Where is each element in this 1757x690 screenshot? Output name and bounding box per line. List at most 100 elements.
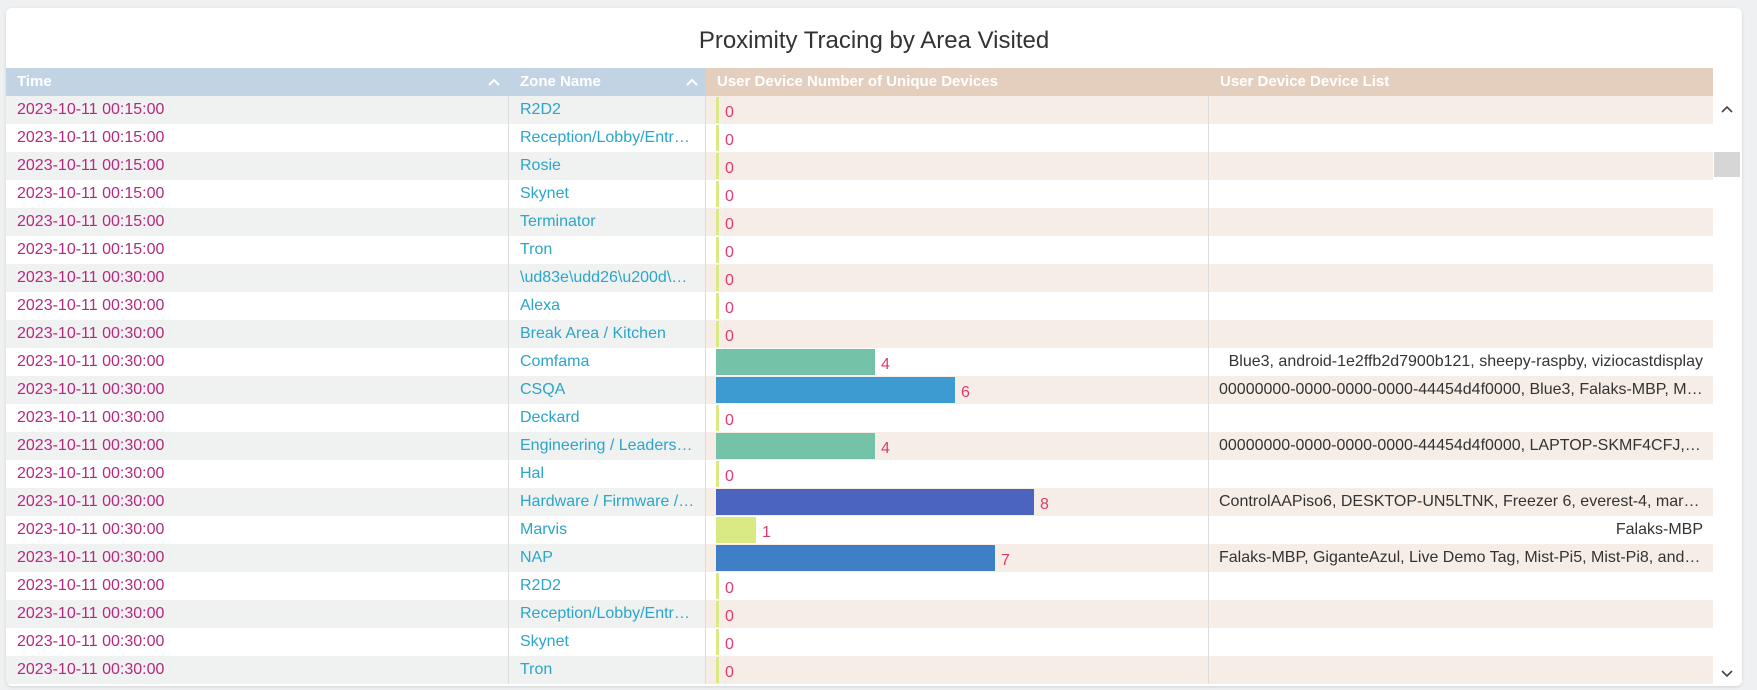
table-row[interactable]: 2023-10-11 00:15:00 Reception/Lobby/Entr……: [6, 124, 1713, 152]
zone-name-link[interactable]: \ud83e\udd26\u200d\…: [509, 264, 706, 292]
zone-name-link[interactable]: Skynet: [509, 180, 706, 208]
table-row[interactable]: 2023-10-11 00:30:00 Skynet 0: [6, 628, 1713, 656]
unique-devices-bar: [716, 377, 955, 403]
device-list-cell: [1209, 180, 1713, 208]
table-row[interactable]: 2023-10-11 00:30:00 Tron 0: [6, 656, 1713, 684]
unique-devices-value: 0: [725, 664, 734, 681]
unique-devices-cell: 6: [706, 376, 1209, 404]
table-row[interactable]: 2023-10-11 00:30:00 CSQA 6 00000000-0000-00…: [6, 376, 1713, 404]
zone-name-link[interactable]: NAP: [509, 544, 706, 572]
unique-devices-cell: 0: [706, 656, 1209, 684]
unique-devices-bar: [716, 125, 719, 151]
unique-devices-bar: [716, 657, 719, 683]
scroll-thumb[interactable]: [1714, 152, 1740, 177]
unique-devices-value: 0: [725, 272, 734, 289]
column-header-zone-name[interactable]: Zone Name: [509, 68, 706, 96]
unique-devices-value: 0: [725, 104, 734, 121]
unique-devices-value: 0: [725, 412, 734, 429]
zone-name-link[interactable]: Tron: [509, 656, 706, 684]
zone-name-link[interactable]: Comfama: [509, 348, 706, 376]
unique-devices-value: 7: [1001, 552, 1010, 569]
column-header-device-list[interactable]: User Device Device List: [1209, 68, 1713, 96]
unique-devices-value: 0: [725, 216, 734, 233]
unique-devices-cell: 0: [706, 572, 1209, 600]
column-header-device-list-label: User Device Device List: [1220, 73, 1390, 90]
zone-name-link[interactable]: Skynet: [509, 628, 706, 656]
table-row[interactable]: 2023-10-11 00:30:00 Comfama 4 Blue3, androi…: [6, 348, 1713, 376]
device-list-cell: [1209, 152, 1713, 180]
scroll-up-icon[interactable]: [1720, 103, 1734, 117]
column-header-zone-name-label: Zone Name: [520, 73, 601, 90]
unique-devices-bar: [716, 265, 719, 291]
unique-devices-cell: 0: [706, 96, 1209, 124]
table-row[interactable]: 2023-10-11 00:30:00 Alexa 0: [6, 292, 1713, 320]
zone-name-link[interactable]: CSQA: [509, 376, 706, 404]
table-row[interactable]: 2023-10-11 00:30:00 Reception/Lobby/Entr……: [6, 600, 1713, 628]
scroll-down-icon[interactable]: [1720, 666, 1734, 680]
table-row[interactable]: 2023-10-11 00:15:00 Terminator 0: [6, 208, 1713, 236]
unique-devices-cell: 0: [706, 404, 1209, 432]
table-row[interactable]: 2023-10-11 00:15:00 Skynet 0: [6, 180, 1713, 208]
table-row[interactable]: 2023-10-11 00:30:00 R2D2 0: [6, 572, 1713, 600]
table-row[interactable]: 2023-10-11 00:30:00 Hal 0: [6, 460, 1713, 488]
device-list-cell: Falaks-MBP, GiganteAzul, Live Demo Tag, …: [1209, 544, 1713, 572]
column-header-unique-devices[interactable]: User Device Number of Unique Devices: [706, 68, 1209, 96]
zone-name-link[interactable]: Reception/Lobby/Entr…: [509, 600, 706, 628]
zone-name-link[interactable]: Rosie: [509, 152, 706, 180]
unique-devices-bar: [716, 629, 719, 655]
time-cell: 2023-10-11 00:15:00: [6, 152, 509, 180]
unique-devices-cell: 4: [706, 348, 1209, 376]
time-cell: 2023-10-11 00:15:00: [6, 124, 509, 152]
column-header-time[interactable]: Time: [6, 68, 509, 96]
sort-ascending-icon[interactable]: [486, 74, 502, 90]
unique-devices-bar: [716, 181, 719, 207]
time-cell: 2023-10-11 00:30:00: [6, 320, 509, 348]
unique-devices-value: 0: [725, 132, 734, 149]
table-row[interactable]: 2023-10-11 00:30:00 Hardware / Firmware /…: [6, 488, 1713, 516]
time-cell: 2023-10-11 00:30:00: [6, 264, 509, 292]
time-cell: 2023-10-11 00:15:00: [6, 236, 509, 264]
zone-name-link[interactable]: Engineering / Leaders…: [509, 432, 706, 460]
time-cell: 2023-10-11 00:30:00: [6, 404, 509, 432]
table-body[interactable]: 2023-10-11 00:15:00 R2D2 0 2023-10-11 00:15…: [6, 96, 1713, 686]
table-row[interactable]: 2023-10-11 00:30:00 Marvis 1 Falaks-MBP: [6, 516, 1713, 544]
sort-ascending-icon[interactable]: [684, 74, 700, 90]
time-cell: 2023-10-11 00:30:00: [6, 488, 509, 516]
zone-name-link[interactable]: Terminator: [509, 208, 706, 236]
unique-devices-cell: 0: [706, 208, 1209, 236]
device-list-cell: [1209, 264, 1713, 292]
zone-name-link[interactable]: Hal: [509, 460, 706, 488]
device-list-cell: [1209, 96, 1713, 124]
unique-devices-cell: 0: [706, 292, 1209, 320]
zone-name-link[interactable]: Tron: [509, 236, 706, 264]
zone-name-link[interactable]: R2D2: [509, 572, 706, 600]
table-row[interactable]: 2023-10-11 00:15:00 Rosie 0: [6, 152, 1713, 180]
unique-devices-bar: [716, 573, 719, 599]
table-row[interactable]: 2023-10-11 00:30:00 \ud83e\udd26\u200d\… 0: [6, 264, 1713, 292]
zone-name-link[interactable]: Alexa: [509, 292, 706, 320]
vertical-scrollbar[interactable]: [1713, 96, 1742, 686]
device-list-cell: [1209, 600, 1713, 628]
zone-name-link[interactable]: Break Area / Kitchen: [509, 320, 706, 348]
zone-name-link[interactable]: Marvis: [509, 516, 706, 544]
unique-devices-cell: 1: [706, 516, 1209, 544]
table-row[interactable]: 2023-10-11 00:30:00 NAP 7 Falaks-MBP, Gigan…: [6, 544, 1713, 572]
unique-devices-value: 0: [725, 188, 734, 205]
table-row[interactable]: 2023-10-11 00:15:00 R2D2 0: [6, 96, 1713, 124]
zone-name-link[interactable]: Deckard: [509, 404, 706, 432]
unique-devices-value: 0: [725, 468, 734, 485]
unique-devices-bar: [716, 601, 719, 627]
table-row[interactable]: 2023-10-11 00:30:00 Deckard 0: [6, 404, 1713, 432]
table-row[interactable]: 2023-10-11 00:30:00 Engineering / Leaders…: [6, 432, 1713, 460]
device-list-cell: 00000000-0000-0000-0000-44454d4f0000, Bl…: [1209, 376, 1713, 404]
zone-name-link[interactable]: R2D2: [509, 96, 706, 124]
table-row[interactable]: 2023-10-11 00:30:00 Break Area / Kitchen 0: [6, 320, 1713, 348]
unique-devices-bar: [716, 97, 719, 123]
zone-name-link[interactable]: Reception/Lobby/Entr…: [509, 124, 706, 152]
unique-devices-bar: [716, 237, 719, 263]
unique-devices-cell: 0: [706, 124, 1209, 152]
unique-devices-bar: [716, 293, 719, 319]
table-row[interactable]: 2023-10-11 00:15:00 Tron 0: [6, 236, 1713, 264]
zone-name-link[interactable]: Hardware / Firmware /…: [509, 488, 706, 516]
unique-devices-cell: 0: [706, 320, 1209, 348]
